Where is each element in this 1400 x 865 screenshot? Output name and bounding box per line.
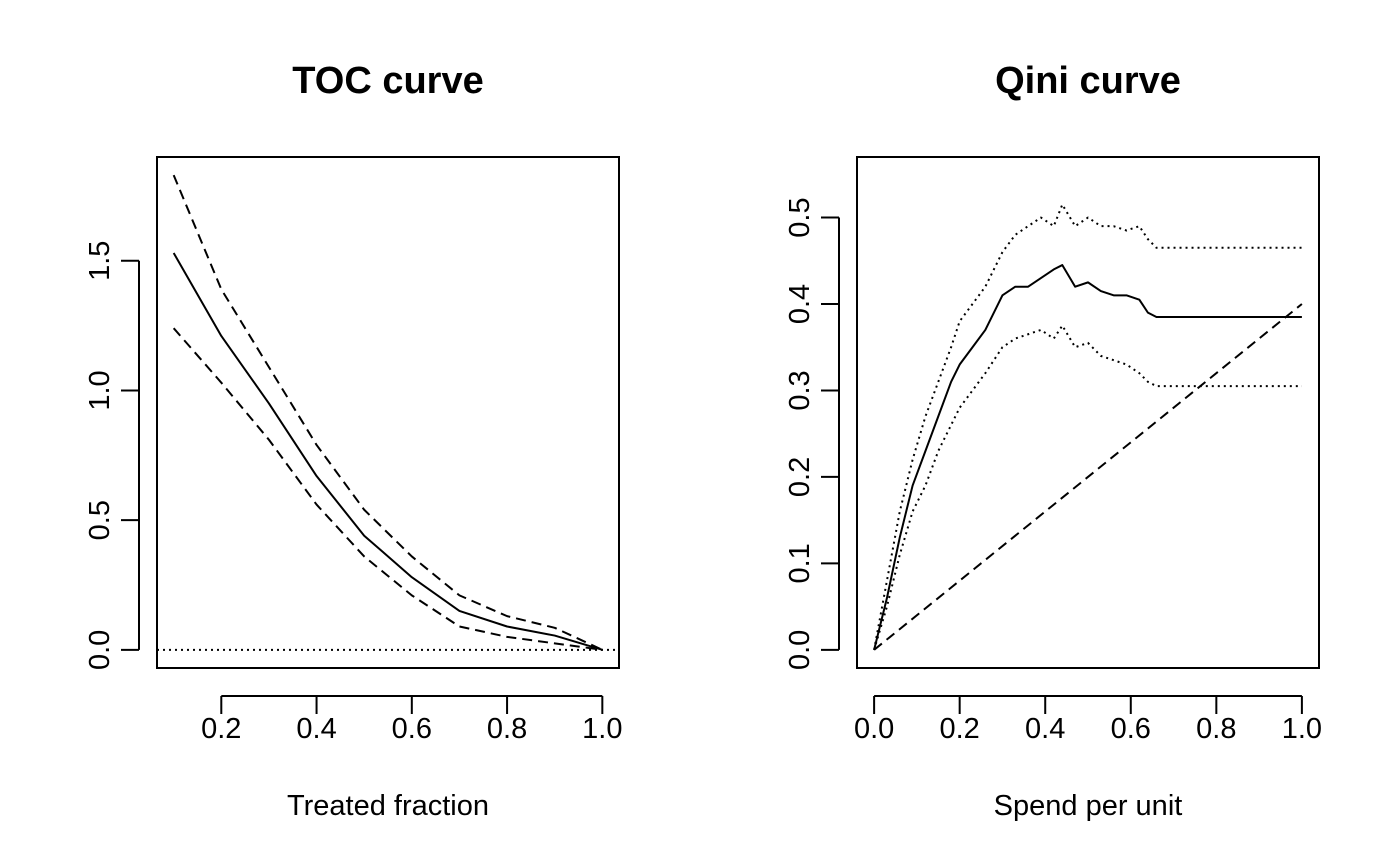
toc-curve-panel: TOC curve 0.2 0.4 0.6 0.8 1.0 0.0 0.5 1.0 1.5 Trea… bbox=[84, 60, 622, 822]
chart-1-x-tick-label: 0.0 bbox=[854, 713, 894, 745]
chart-0-series-1-dashed-line bbox=[172, 174, 603, 651]
chart-0-series-2-dashed-line bbox=[172, 327, 603, 651]
chart-0-plot-frame bbox=[156, 156, 620, 669]
chart-1-x-tick-label: 1.0 bbox=[1282, 713, 1322, 745]
chart-0-title: TOC curve bbox=[292, 60, 483, 102]
chart-0-series-0-solid-line bbox=[172, 252, 603, 651]
chart-0-x-tick-label: 1.0 bbox=[582, 713, 622, 745]
chart-1-plot-frame bbox=[856, 156, 1320, 669]
chart-0-x-tick-label: 0.2 bbox=[201, 713, 241, 745]
chart-1-series-0-solid-line bbox=[873, 264, 1302, 651]
chart-1-y-tick-label: 0.1 bbox=[784, 543, 816, 583]
chart-1-y-tick-label: 0.0 bbox=[784, 630, 816, 670]
chart-0-y-tick-label: 0.5 bbox=[84, 500, 116, 540]
chart-0-x-axis-label: Treated fraction bbox=[287, 790, 489, 822]
chart-1-y-tick-label: 0.4 bbox=[784, 284, 816, 324]
chart-0-y-tick-label: 1.0 bbox=[84, 370, 116, 410]
chart-0-x-tick-label: 0.6 bbox=[392, 713, 432, 745]
chart-1-title: Qini curve bbox=[995, 60, 1181, 102]
chart-1-x-tick-label: 0.2 bbox=[940, 713, 980, 745]
chart-1-y-tick-label: 0.2 bbox=[784, 457, 816, 497]
chart-0-x-tick-label: 0.4 bbox=[296, 713, 336, 745]
chart-1-series-3-dashed-line bbox=[873, 303, 1303, 651]
chart-1-x-axis-label: Spend per unit bbox=[994, 790, 1183, 822]
chart-1-x-tick-label: 0.6 bbox=[1111, 713, 1151, 745]
chart-0-y-tick-label: 1.5 bbox=[84, 241, 116, 281]
chart-0-y-tick-label: 0.0 bbox=[84, 630, 116, 670]
chart-1-x-tick-label: 0.8 bbox=[1196, 713, 1236, 745]
chart-1-series-1-dotted-line bbox=[873, 203, 1302, 651]
chart-0-x-tick-label: 0.8 bbox=[487, 713, 527, 745]
chart-1-x-tick-label: 0.4 bbox=[1025, 713, 1065, 745]
chart-1-y-tick-label: 0.3 bbox=[784, 370, 816, 410]
chart-1-y-tick-label: 0.5 bbox=[784, 197, 816, 237]
chart-1-series-2-dotted-line bbox=[873, 324, 1302, 651]
qini-curve-panel: Qini curve 0.0 0.2 0.4 0.6 0.8 1.0 0.0 0.1 0.2 0.3… bbox=[784, 60, 1322, 822]
